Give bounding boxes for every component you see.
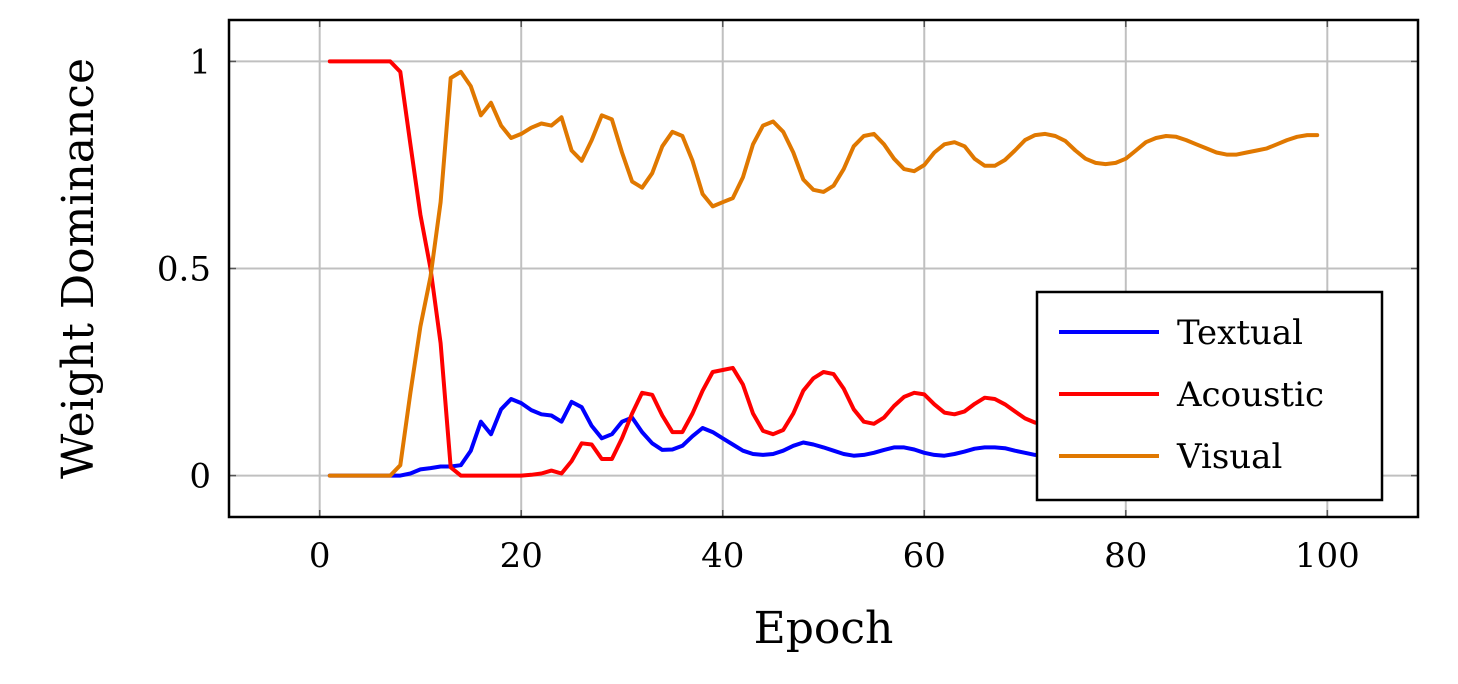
x-tick-label: 60	[903, 536, 946, 576]
x-tick-label: 20	[500, 536, 543, 576]
x-axis-label: Epoch	[754, 603, 894, 654]
legend-label-textual: Textual	[1177, 313, 1303, 353]
x-tick-label: 40	[701, 536, 744, 576]
series-line-visual	[327, 69, 1320, 478]
legend-label-acoustic: Acoustic	[1176, 375, 1324, 415]
y-axis-label: Weight Dominance	[53, 58, 104, 479]
y-tick-label: 0	[189, 457, 211, 497]
tick-labels: 0 20 40 60 80 100 0 0.5 1	[157, 42, 1360, 576]
plot-frame	[227, 18, 1420, 519]
legend: Textual Acoustic Visual	[1035, 290, 1384, 502]
legend-items: Textual Acoustic Visual	[1059, 313, 1324, 477]
x-tick-label: 100	[1295, 536, 1360, 576]
legend-label-visual: Visual	[1176, 437, 1282, 477]
x-tick-label: 0	[309, 536, 331, 576]
y-tick-label: 1	[189, 42, 211, 82]
grid	[229, 20, 1418, 517]
x-tick-label: 80	[1104, 536, 1147, 576]
y-tick-label: 0.5	[157, 250, 211, 290]
